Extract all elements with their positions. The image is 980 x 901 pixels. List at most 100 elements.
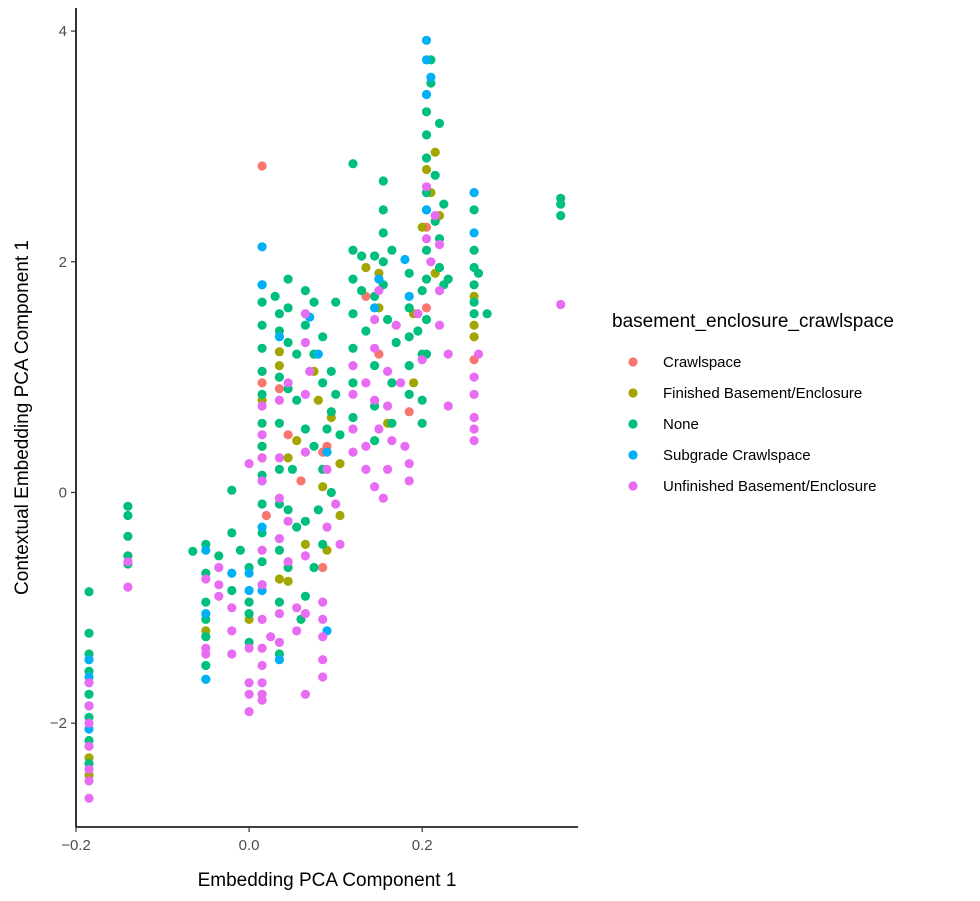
point-4-31 (257, 660, 267, 671)
point-1-18 (361, 262, 371, 273)
point-4-51 (300, 551, 310, 561)
point-2-86 (348, 378, 358, 388)
point-2-121 (421, 314, 432, 325)
point-4-56 (318, 614, 328, 625)
point-4-29 (257, 614, 267, 625)
point-2-106 (404, 332, 414, 342)
legend-key (628, 481, 638, 491)
point-4-55 (318, 597, 328, 607)
point-4-19 (244, 643, 254, 653)
point-2-60 (292, 349, 302, 359)
point-1-31 (469, 320, 479, 330)
point-2-66 (300, 516, 310, 526)
point-3-21 (374, 274, 384, 284)
point-2-55 (283, 337, 293, 348)
point-4-46 (292, 626, 302, 636)
point-3-28 (421, 205, 432, 215)
x-tick-label: −0.2 (61, 837, 91, 854)
point-4-50 (300, 447, 310, 457)
point-2-132 (443, 274, 453, 284)
point-4-86 (421, 182, 432, 192)
point-1-17 (335, 459, 345, 469)
point-0-6 (283, 430, 293, 440)
point-1-11 (292, 436, 302, 446)
point-4-65 (348, 424, 358, 434)
point-4-24 (257, 430, 267, 440)
point-4-94 (443, 401, 453, 411)
point-2-81 (348, 159, 358, 169)
point-3-8 (244, 568, 254, 578)
point-4-5 (84, 776, 94, 786)
point-3-10 (257, 242, 267, 252)
point-1-32 (469, 332, 479, 342)
point-2-144 (387, 418, 397, 428)
point-2-53 (283, 274, 293, 284)
legend: basement_enclosure_crawlspace Crawlspace… (612, 311, 894, 495)
point-2-98 (378, 257, 388, 267)
x-axis-title: Embedding PCA Component 1 (198, 870, 457, 891)
point-2-72 (318, 332, 328, 342)
point-3-0 (84, 655, 94, 665)
y-tick-label: 2 (59, 254, 67, 271)
point-2-109 (413, 326, 423, 336)
point-3-22 (400, 254, 410, 265)
point-2-18 (201, 632, 211, 642)
point-2-110 (417, 286, 427, 296)
point-2-61 (292, 395, 302, 405)
point-4-36 (274, 395, 284, 405)
x-axis-ticks: −0.2 0.0 0.2 (61, 827, 433, 854)
point-1-24 (417, 222, 427, 232)
point-2-65 (300, 424, 310, 434)
point-2-75 (318, 539, 328, 550)
point-2-88 (357, 251, 367, 261)
point-3-26 (421, 89, 432, 100)
point-4-23 (257, 401, 267, 411)
point-2-102 (387, 378, 397, 388)
point-4-74 (374, 424, 384, 434)
point-2-107 (404, 361, 414, 371)
point-4-78 (387, 436, 397, 446)
point-4-6 (84, 793, 94, 803)
point-2-127 (434, 118, 445, 128)
data-points (84, 35, 566, 803)
point-2-80 (335, 430, 345, 440)
point-2-28 (244, 609, 254, 619)
point-4-76 (383, 366, 393, 376)
point-3-7 (227, 568, 237, 578)
point-4-102 (331, 499, 341, 509)
point-2-23 (227, 528, 237, 538)
point-1-9 (274, 361, 284, 371)
y-axis-title: Contextual Embedding PCA Component 1 (12, 240, 33, 595)
point-4-98 (469, 424, 479, 434)
point-3-29 (469, 188, 479, 198)
point-1-7 (283, 576, 293, 586)
point-1-13 (313, 395, 323, 405)
point-2-37 (257, 441, 267, 451)
point-4-43 (283, 516, 293, 526)
point-2-115 (421, 130, 432, 140)
point-2-39 (257, 499, 267, 509)
point-4-20 (244, 678, 254, 688)
point-2-129 (434, 262, 445, 273)
point-2-145 (370, 436, 380, 446)
point-2-149 (322, 424, 332, 434)
point-4-89 (430, 211, 440, 221)
point-2-44 (274, 309, 284, 319)
legend-label: Finished Basement/Enclosure (663, 385, 862, 402)
point-2-108 (404, 389, 414, 399)
point-4-101 (556, 299, 566, 310)
point-2-10 (123, 531, 133, 541)
point-2-89 (357, 286, 367, 296)
point-2-16 (201, 597, 211, 607)
point-4-37 (274, 453, 284, 463)
point-1-23 (409, 378, 419, 388)
legend-key (628, 388, 638, 398)
point-4-87 (421, 234, 432, 244)
point-2-97 (378, 228, 388, 238)
point-4-93 (443, 349, 453, 359)
point-1-10 (283, 453, 293, 463)
point-4-75 (378, 493, 388, 503)
point-3-31 (313, 349, 323, 359)
point-4-69 (361, 464, 371, 474)
legend-title: basement_enclosure_crawlspace (612, 311, 894, 332)
